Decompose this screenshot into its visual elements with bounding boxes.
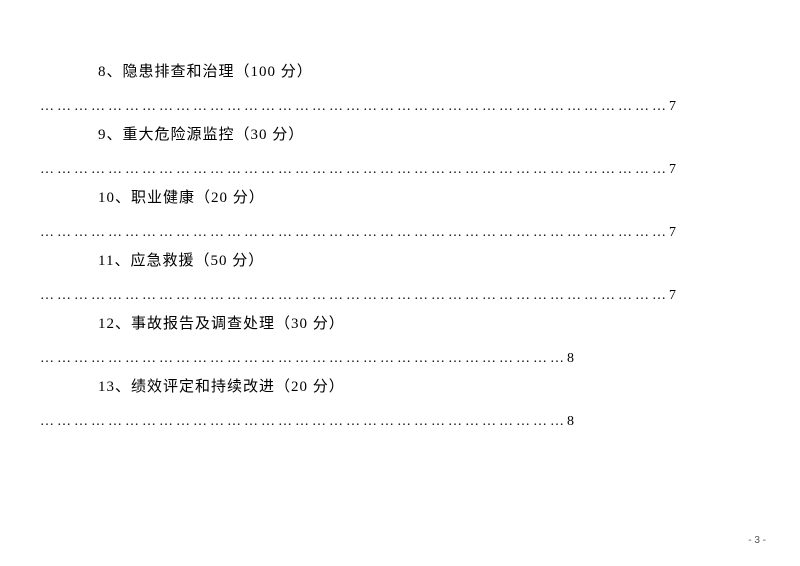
toc-entry: 8、隐患排查和治理（100 分） ………………………………………………………………	[40, 60, 760, 115]
toc-leader-line: …………………………………………………………………………………8	[40, 351, 760, 367]
toc-score: 50	[211, 253, 228, 269]
toc-dots: …………………………………………………………………………………………………	[40, 99, 669, 114]
toc-num: 8	[98, 64, 107, 80]
toc-page: 7	[669, 225, 679, 240]
toc-title-line: 10、职业健康（20 分）	[40, 186, 760, 207]
toc-leader-line: …………………………………………………………………………………………………7	[40, 288, 760, 304]
toc-text: 应急救援	[130, 253, 194, 269]
toc-page: 7	[669, 288, 679, 303]
toc-title-line: 9、重大危险源监控（30 分）	[40, 123, 760, 144]
toc-score: 100	[251, 64, 277, 80]
toc-text: 绩效评定和持续改进	[131, 379, 275, 395]
toc-page: 7	[669, 99, 679, 114]
page-footer-number: - 3 -	[748, 535, 766, 546]
toc-text: 重大危险源监控	[123, 127, 235, 143]
toc-leader-line: …………………………………………………………………………………………………7	[40, 99, 760, 115]
toc-entry: 13、绩效评定和持续改进（20 分） …………………………………………………………	[40, 375, 760, 430]
toc-num: 12	[98, 316, 115, 332]
toc-title-line: 11、应急救援（50 分）	[40, 249, 760, 270]
toc-entry: 12、事故报告及调查处理（30 分） …………………………………………………………	[40, 312, 760, 367]
toc-entry: 11、应急救援（50 分） ………………………………………………………………………	[40, 249, 760, 304]
toc-score: 20	[211, 190, 228, 206]
toc-text: 隐患排查和治理	[123, 64, 235, 80]
toc-leader-line: …………………………………………………………………………………8	[40, 414, 760, 430]
toc-score: 30	[251, 127, 268, 143]
toc-text: 职业健康	[131, 190, 195, 206]
toc-page: 7	[669, 162, 679, 177]
toc-title-line: 13、绩效评定和持续改进（20 分）	[40, 375, 760, 396]
toc-page: 8、隐患排查和治理（100 分） ………………………………………………………………	[0, 0, 800, 430]
toc-dots: …………………………………………………………………………………………………	[40, 288, 669, 303]
toc-page: 8	[567, 351, 577, 366]
toc-dots: …………………………………………………………………………………………………	[40, 225, 669, 240]
toc-dots: …………………………………………………………………………………	[40, 414, 567, 429]
toc-dots: …………………………………………………………………………………	[40, 351, 567, 366]
toc-entry: 9、重大危险源监控（30 分） …………………………………………………………………	[40, 123, 760, 178]
toc-leader-line: …………………………………………………………………………………………………7	[40, 162, 760, 178]
toc-num: 9	[98, 127, 107, 143]
toc-dots: …………………………………………………………………………………………………	[40, 162, 669, 177]
toc-score: 20	[291, 379, 308, 395]
toc-score: 30	[291, 316, 308, 332]
toc-leader-line: …………………………………………………………………………………………………7	[40, 225, 760, 241]
toc-title-line: 12、事故报告及调查处理（30 分）	[40, 312, 760, 333]
toc-entry: 10、职业健康（20 分） ………………………………………………………………………	[40, 186, 760, 241]
toc-page: 8	[567, 414, 577, 429]
toc-num: 11	[98, 253, 114, 269]
toc-title-line: 8、隐患排查和治理（100 分）	[40, 60, 760, 81]
toc-num: 13	[98, 379, 115, 395]
toc-text: 事故报告及调查处理	[131, 316, 275, 332]
toc-num: 10	[98, 190, 115, 206]
